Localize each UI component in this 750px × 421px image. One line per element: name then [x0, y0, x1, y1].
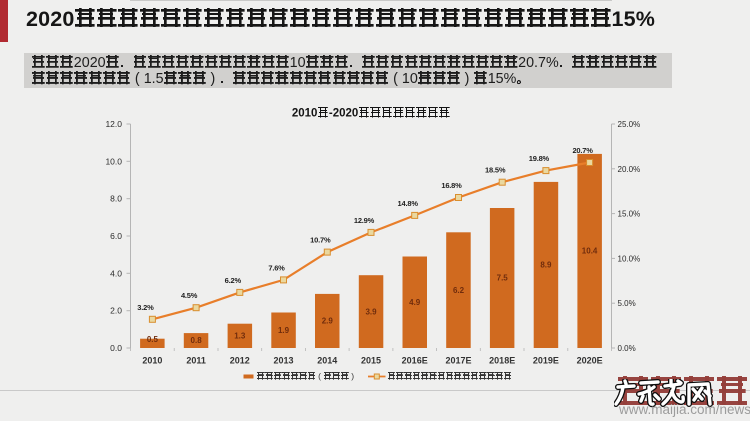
svg-text:2017E: 2017E: [445, 356, 471, 366]
svg-text:3.9: 3.9: [365, 307, 377, 316]
svg-text:20.7%: 20.7%: [572, 146, 593, 155]
svg-text:7.5: 7.5: [497, 274, 509, 283]
svg-text:8.9: 8.9: [540, 261, 552, 270]
svg-text:16.8%: 16.8%: [441, 181, 462, 190]
svg-text:0.5: 0.5: [147, 335, 159, 344]
svg-text:2.9: 2.9: [322, 317, 334, 326]
svg-text:12.0: 12.0: [105, 119, 122, 129]
svg-text:2020E: 2020E: [577, 356, 603, 366]
svg-text:4.9: 4.9: [409, 298, 421, 307]
svg-text:18.5%: 18.5%: [485, 166, 506, 175]
svg-text:3.2%: 3.2%: [137, 303, 154, 312]
svg-text:5.0%: 5.0%: [618, 299, 636, 308]
svg-text:0.8: 0.8: [191, 336, 203, 345]
svg-text:14.8%: 14.8%: [398, 199, 419, 208]
svg-text:4.0: 4.0: [110, 268, 122, 278]
svg-text:2012: 2012: [230, 356, 250, 366]
svg-text:7.6%: 7.6%: [268, 263, 285, 272]
svg-text:20.0%: 20.0%: [618, 165, 641, 174]
svg-text:2016E: 2016E: [402, 356, 428, 366]
svg-text:6.2: 6.2: [453, 286, 465, 295]
svg-text:10.0: 10.0: [105, 156, 122, 166]
svg-text:2010: 2010: [142, 356, 162, 366]
svg-text:25.0%: 25.0%: [618, 120, 641, 129]
svg-text:2018E: 2018E: [489, 356, 515, 366]
svg-text:1.9: 1.9: [278, 326, 290, 335]
svg-text:6.2%: 6.2%: [225, 276, 242, 285]
svg-text:4.5%: 4.5%: [181, 291, 198, 300]
svg-text:6.0: 6.0: [110, 231, 122, 241]
svg-text:12.9%: 12.9%: [354, 216, 375, 225]
svg-text:2011: 2011: [186, 356, 206, 366]
svg-text:0.0: 0.0: [110, 343, 122, 353]
svg-text:10.0%: 10.0%: [618, 254, 641, 263]
svg-text:0.0%: 0.0%: [618, 344, 636, 353]
svg-text:2.0: 2.0: [110, 306, 122, 316]
svg-text:8.0: 8.0: [110, 194, 122, 204]
svg-text:2013: 2013: [273, 356, 293, 366]
svg-text:2014: 2014: [317, 356, 337, 366]
svg-text:2015: 2015: [361, 356, 381, 366]
svg-text:10.7%: 10.7%: [310, 236, 331, 245]
svg-text:1.3: 1.3: [234, 332, 246, 341]
svg-text:15.0%: 15.0%: [618, 210, 641, 219]
svg-text:10.4: 10.4: [582, 247, 598, 256]
svg-text:19.8%: 19.8%: [529, 154, 550, 163]
svg-text:2019E: 2019E: [533, 356, 559, 366]
